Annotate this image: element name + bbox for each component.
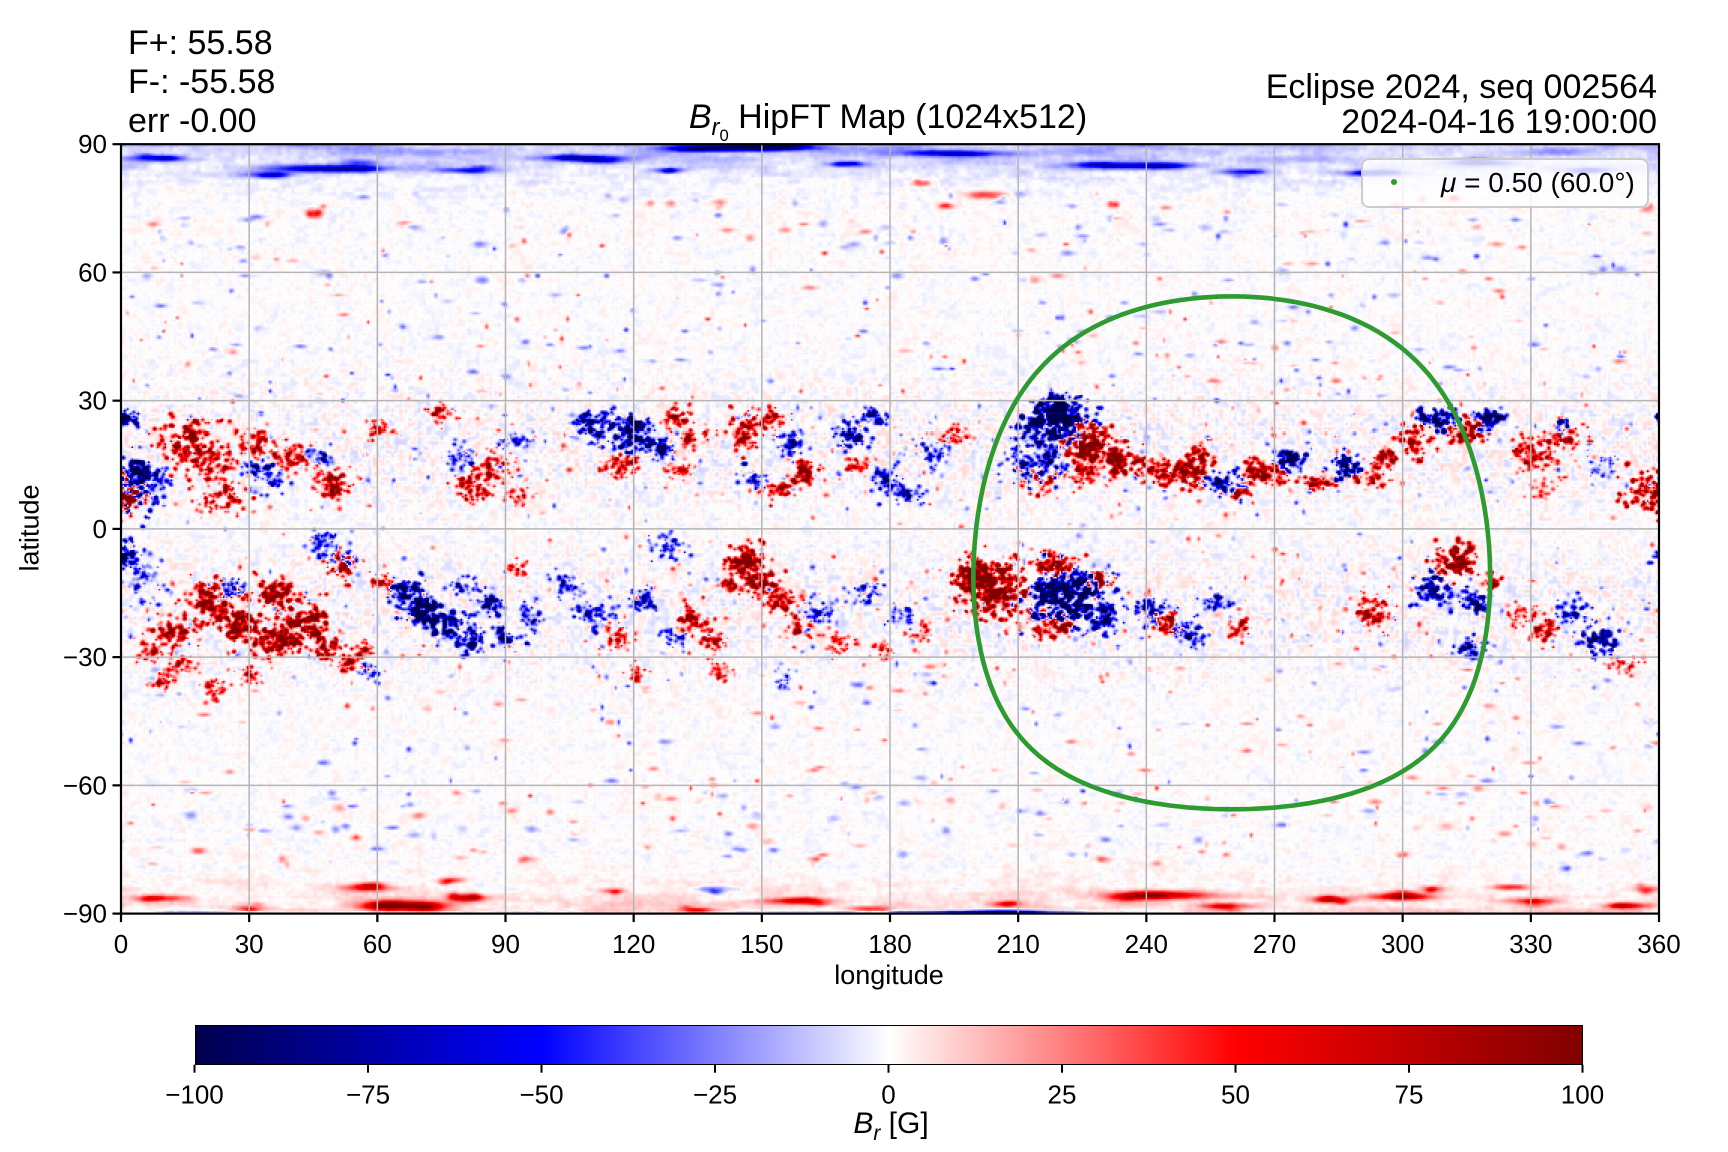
svg-text:0: 0	[114, 929, 128, 959]
svg-text:150: 150	[740, 929, 783, 959]
svg-text:−90: −90	[63, 899, 107, 929]
svg-text:60: 60	[363, 929, 392, 959]
svg-text:75: 75	[1395, 1080, 1424, 1110]
svg-text:−100: −100	[165, 1080, 224, 1110]
svg-text:330: 330	[1509, 929, 1552, 959]
svg-text:120: 120	[612, 929, 655, 959]
svg-text:−60: −60	[63, 770, 107, 800]
svg-text:0: 0	[881, 1080, 895, 1110]
svg-text:100: 100	[1561, 1080, 1604, 1110]
svg-text:90: 90	[491, 929, 520, 959]
svg-text:−75: −75	[346, 1080, 390, 1110]
svg-text:60: 60	[78, 257, 107, 287]
svg-text:25: 25	[1048, 1080, 1077, 1110]
svg-text:270: 270	[1253, 929, 1296, 959]
svg-text:0: 0	[93, 514, 107, 544]
svg-text:−50: −50	[519, 1080, 563, 1110]
svg-text:210: 210	[996, 929, 1039, 959]
svg-text:50: 50	[1221, 1080, 1250, 1110]
svg-text:180: 180	[868, 929, 911, 959]
svg-text:30: 30	[235, 929, 264, 959]
svg-text:30: 30	[78, 386, 107, 416]
svg-text:300: 300	[1381, 929, 1424, 959]
svg-text:−25: −25	[693, 1080, 737, 1110]
svg-text:240: 240	[1125, 929, 1168, 959]
svg-text:−30: −30	[63, 642, 107, 672]
svg-text:90: 90	[78, 129, 107, 159]
svg-text:360: 360	[1637, 929, 1680, 959]
